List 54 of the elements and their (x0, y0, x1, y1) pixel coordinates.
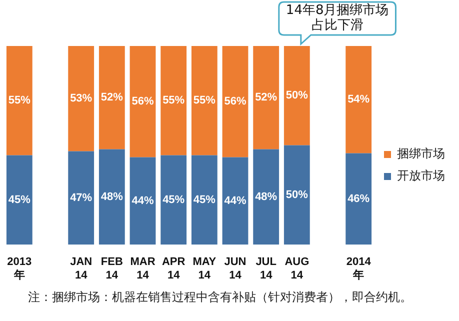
bar (284, 46, 310, 146)
x-tick-label: AUG 14 (284, 256, 310, 282)
legend-label: 开放市场 (397, 168, 445, 183)
bar (346, 153, 372, 245)
bar (191, 155, 218, 245)
data-label: 48% (100, 190, 124, 203)
bar (222, 157, 248, 245)
data-label: 56% (132, 96, 154, 108)
data-label: 45% (162, 194, 185, 206)
annotation: 14年8月捆绑市场占比下滑 (286, 2, 389, 33)
data-label: 55% (193, 94, 216, 107)
bar (130, 157, 156, 245)
data-label: 52% (255, 92, 278, 104)
bar (253, 149, 280, 245)
data-label: 44% (132, 194, 154, 207)
x-tick-label: 2013 年 (7, 256, 32, 282)
data-label: 54% (348, 94, 370, 106)
bar (160, 155, 187, 245)
bar (346, 46, 372, 154)
data-label: 53% (70, 92, 92, 105)
x-tick-label: MAY 14 (192, 256, 217, 282)
bar (160, 46, 187, 156)
bar (130, 46, 156, 158)
bar (253, 46, 280, 150)
bar (68, 151, 94, 245)
data-label: 44% (224, 194, 246, 207)
x-tick-label: JUN 14 (224, 256, 246, 282)
x-tick-label: MAR 14 (130, 256, 156, 282)
data-label: 48% (255, 190, 278, 203)
x-tick-label: JAN 14 (70, 256, 92, 282)
x-tick-label: FEB 14 (100, 256, 123, 282)
data-label: 56% (224, 96, 246, 108)
bar (284, 145, 310, 245)
bar (6, 155, 32, 245)
bar (191, 46, 218, 156)
bar (98, 46, 125, 150)
data-label: 46% (348, 192, 370, 205)
bar (6, 46, 32, 156)
x-tick-label: 2014 年 (346, 256, 372, 282)
data-label: 50% (286, 188, 308, 201)
text: 注：捆绑市场：机器在销售过程中含有补贴（针对消费者），即合约机。 (28, 289, 412, 306)
data-label: 52% (100, 92, 124, 104)
data-label: 55% (162, 94, 185, 107)
data-label: 47% (70, 192, 92, 204)
bar (98, 149, 125, 245)
data-label: 55% (8, 94, 31, 107)
x-tick-label: JUL 14 (256, 256, 277, 282)
legend-label: 捆绑市场 (397, 146, 445, 161)
x-tick-label: APR 14 (162, 256, 186, 282)
data-label: 50% (286, 90, 308, 102)
data-label: 45% (193, 194, 216, 206)
data-label: 45% (8, 194, 31, 206)
bar (68, 46, 94, 152)
bar (222, 46, 248, 158)
